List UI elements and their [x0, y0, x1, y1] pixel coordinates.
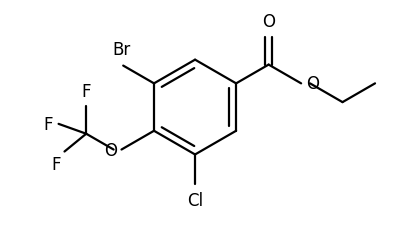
- Text: F: F: [51, 156, 60, 174]
- Text: Br: Br: [112, 40, 130, 58]
- Text: O: O: [262, 13, 275, 31]
- Text: O: O: [104, 141, 118, 159]
- Text: F: F: [43, 115, 53, 133]
- Text: F: F: [82, 83, 91, 101]
- Text: Cl: Cl: [187, 191, 203, 209]
- Text: O: O: [306, 75, 319, 93]
